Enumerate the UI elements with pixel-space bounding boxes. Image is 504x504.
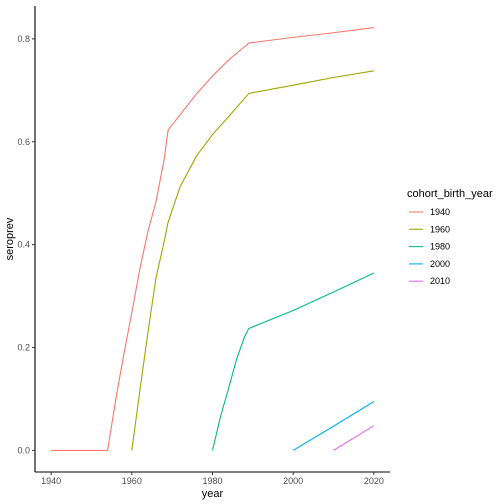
y-tick-label: 0.8 <box>17 34 30 44</box>
legend-label-2000: 2000 <box>430 259 450 269</box>
legend-label-2010: 2010 <box>430 276 450 286</box>
x-tick-label: 1940 <box>41 476 61 486</box>
y-tick-label: 0.2 <box>17 343 30 353</box>
x-axis-title: year <box>202 488 224 500</box>
legend: cohort_birth_year 1940 1960 1980 2000 2010 <box>407 188 493 286</box>
axes-layer: 1940 1960 1980 2000 2020 0.0 0.2 0.4 0.6 0.8 <box>17 6 390 486</box>
y-tick-label: 0.0 <box>17 445 30 455</box>
series-line-2010 <box>333 425 375 451</box>
legend-title: cohort_birth_year <box>407 188 493 200</box>
x-tick-label: 1980 <box>202 476 222 486</box>
x-tick-label: 2000 <box>283 476 303 486</box>
y-tick-label: 0.6 <box>17 137 30 147</box>
series-line-1940 <box>51 27 374 451</box>
legend-label-1940: 1940 <box>430 207 450 217</box>
series-line-1960 <box>131 70 374 451</box>
series-line-1980 <box>211 272 375 451</box>
y-tick-label: 0.4 <box>17 240 30 250</box>
x-tick-label: 2020 <box>364 476 384 486</box>
legend-label-1980: 1980 <box>430 242 450 252</box>
x-tick-label: 1960 <box>122 476 142 486</box>
y-axis-title: seroprev <box>4 217 16 260</box>
legend-label-1960: 1960 <box>430 224 450 234</box>
series-layer <box>51 27 375 451</box>
series-line-2000 <box>292 401 375 451</box>
